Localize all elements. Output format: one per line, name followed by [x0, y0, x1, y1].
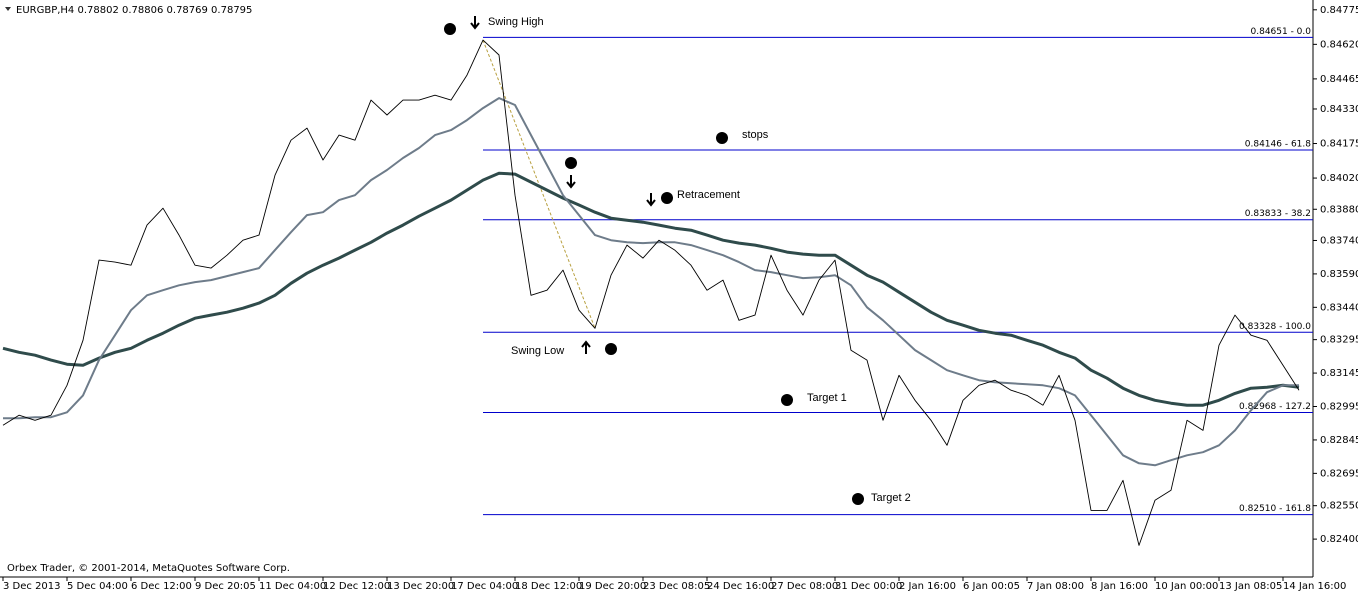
fib-label: 0.83328 - 100.0 — [1239, 322, 1311, 332]
x-tick-label: 7 Jan 08:00 — [1027, 581, 1084, 592]
annotation-number: 3 — [664, 194, 670, 204]
annotation-marker — [716, 132, 728, 144]
trend-line — [482, 39, 596, 329]
y-tick-label: 0.82400 — [1320, 534, 1358, 545]
annotation-marker — [444, 23, 456, 35]
footer: Orbex Trader, © 2001-2014, MetaQuotes So… — [7, 563, 290, 574]
y-tick-label: 0.82995 — [1320, 402, 1358, 413]
annotation-text: Retracement — [677, 189, 740, 201]
annotation-text: stops — [742, 129, 769, 141]
y-tick-label: 0.83880 — [1320, 204, 1358, 215]
y-tick-label: 0.83145 — [1320, 368, 1358, 379]
annotation-marker — [605, 343, 617, 355]
x-tick-label: 27 Dec 08:00 — [771, 581, 838, 592]
fib-label: 0.84651 - 0.0 — [1251, 27, 1312, 37]
chart-header: EURGBP,H4 0.78802 0.78806 0.78769 0.7879… — [16, 5, 252, 16]
x-tick-label: 10 Jan 00:00 — [1155, 581, 1218, 592]
x-tick-label: 13 Jan 08:05 — [1219, 581, 1282, 592]
annotation-arrow — [566, 175, 576, 189]
y-tick-label: 0.83740 — [1320, 235, 1358, 246]
y-tick-label: 0.83440 — [1320, 302, 1358, 313]
y-tick-label: 0.83295 — [1320, 335, 1358, 346]
x-tick-label: 17 Dec 04:00 — [451, 581, 518, 592]
x-tick-label: 18 Dec 12:00 — [515, 581, 582, 592]
annotation-number: 5 — [784, 396, 790, 406]
x-tick-label: 6 Jan 00:05 — [963, 581, 1020, 592]
annotation-marker — [852, 493, 864, 505]
x-tick-label: 2 Jan 16:00 — [899, 581, 956, 592]
y-tick-label: 0.84465 — [1320, 74, 1358, 85]
y-tick-label: 0.84620 — [1320, 39, 1358, 50]
y-tick-label: 0.83590 — [1320, 269, 1358, 280]
fib-label: 0.83833 - 38.2 — [1245, 209, 1311, 219]
y-tick-label: 0.82845 — [1320, 435, 1358, 446]
fib-label: 0.82510 - 161.8 — [1239, 504, 1311, 514]
annotation-arrow — [581, 340, 591, 354]
x-tick-label: 12 Dec 12:00 — [323, 581, 390, 592]
menu-triangle — [5, 7, 11, 11]
annotation-number: 1 — [568, 159, 574, 169]
x-tick-label: 24 Dec 16:00 — [707, 581, 774, 592]
annotation-number: 2 — [447, 25, 453, 35]
x-tick-label: 3 Dec 2013 — [3, 581, 61, 592]
annotation-text: Swing Low — [511, 345, 564, 357]
fib-label: 0.84146 - 61.8 — [1245, 139, 1311, 149]
annotation-marker — [565, 157, 577, 169]
x-tick-label: 23 Dec 08:05 — [643, 581, 710, 592]
x-tick-label: 19 Dec 20:00 — [579, 581, 646, 592]
annotation-text: Target 2 — [871, 492, 911, 504]
annotation-text: Swing High — [488, 16, 544, 28]
y-tick-label: 0.82550 — [1320, 501, 1358, 512]
annotation-marker — [781, 394, 793, 406]
annotation-arrow — [470, 16, 480, 30]
y-tick-label: 0.84175 — [1320, 139, 1358, 150]
series-line — [3, 97, 1299, 467]
y-tick-label: 0.84775 — [1320, 5, 1358, 16]
y-tick-label: 0.84330 — [1320, 104, 1358, 115]
annotation-number: 2 — [608, 345, 614, 355]
x-tick-label: 13 Dec 20:00 — [387, 581, 454, 592]
x-tick-label: 8 Jan 16:00 — [1091, 581, 1148, 592]
series-line — [2, 39, 1300, 546]
x-tick-label: 5 Dec 04:00 — [67, 581, 128, 592]
annotation-text: Target 1 — [807, 392, 847, 404]
annotation-number: 4 — [719, 134, 725, 144]
x-tick-label: 31 Dec 00:00 — [835, 581, 902, 592]
annotation-marker — [661, 192, 673, 204]
x-tick-label: 9 Dec 20:05 — [195, 581, 256, 592]
annotation-arrow — [646, 193, 656, 207]
fib-label: 0.82968 - 127.2 — [1239, 402, 1311, 412]
x-tick-label: 11 Dec 04:00 — [259, 581, 326, 592]
x-tick-label: 14 Jan 16:00 — [1283, 581, 1346, 592]
y-tick-label: 0.82695 — [1320, 468, 1358, 479]
x-tick-label: 6 Dec 12:00 — [131, 581, 192, 592]
series-line — [2, 171, 1300, 407]
annotation-number: 6 — [855, 495, 861, 505]
y-tick-label: 0.84020 — [1320, 173, 1358, 184]
